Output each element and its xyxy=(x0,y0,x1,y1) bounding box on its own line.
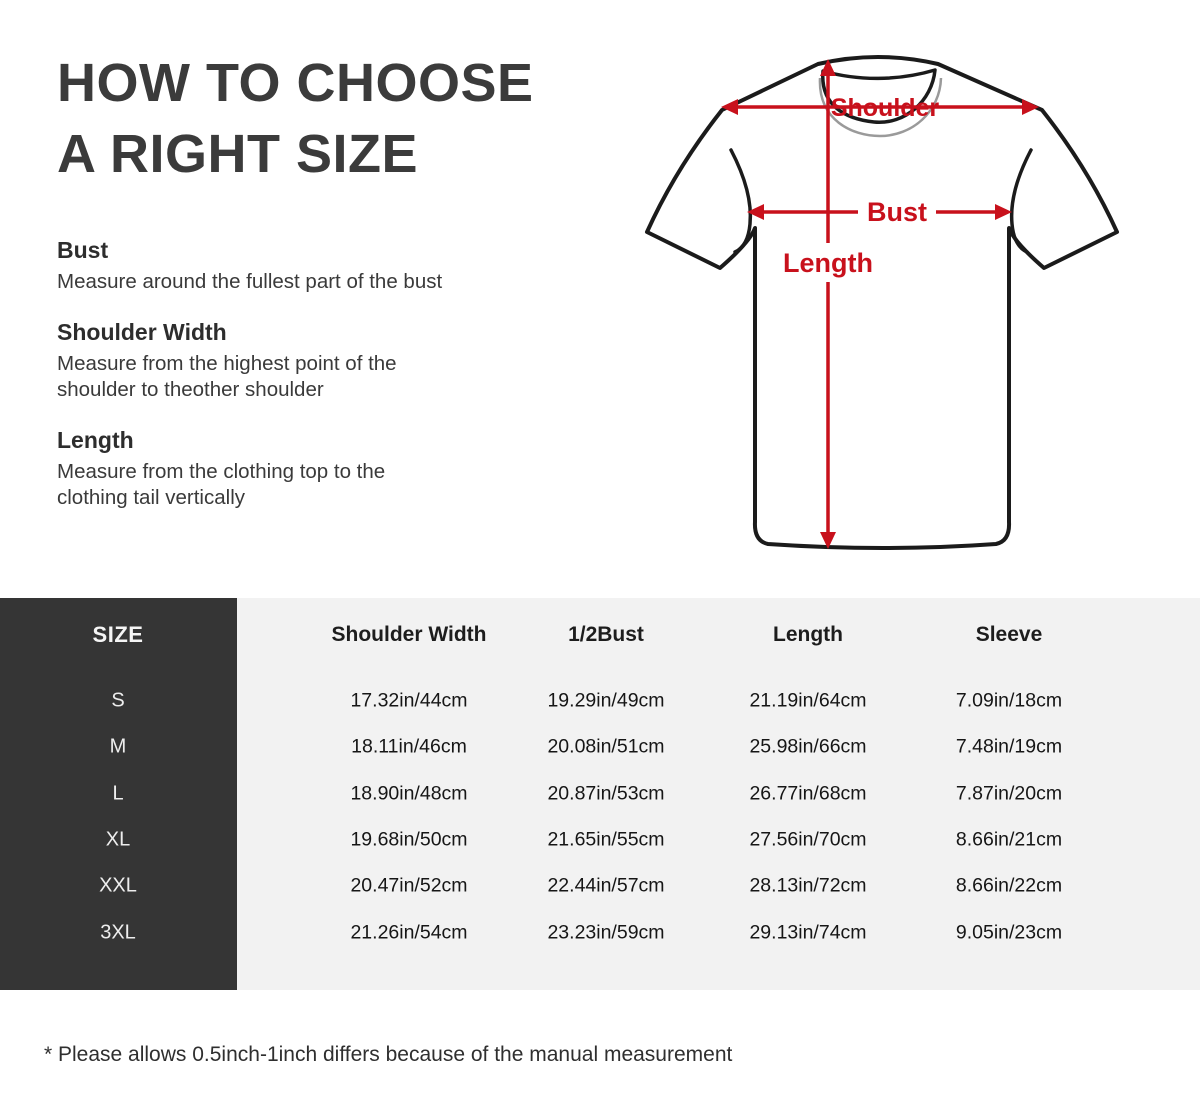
page-title-line1: HOW TO CHOOSE xyxy=(57,53,534,113)
table-cell: 25.98in/66cm xyxy=(749,735,867,758)
table-cell: 29.13in/74cm xyxy=(749,921,867,944)
size-row-label: L xyxy=(112,782,124,805)
table-cell: 9.05in/23cm xyxy=(955,921,1063,944)
size-table-header-sleeve: Sleeve xyxy=(975,623,1043,646)
shoulder-arrowhead-right xyxy=(1022,99,1039,115)
table-cell: 26.77in/68cm xyxy=(749,782,867,805)
size-table-header-shoulder-width: Shoulder Width xyxy=(331,623,487,646)
size-column-background xyxy=(0,598,237,990)
tshirt-diagram-svg: Shoulder Bust Length xyxy=(645,55,1119,550)
measurement-labels: Shoulder Bust Length xyxy=(783,94,939,278)
table-cell: 19.29in/49cm xyxy=(547,689,665,712)
instruction-bust: Bust Measure around the fullest part of … xyxy=(57,236,557,295)
table-cell: 18.90in/48cm xyxy=(350,782,468,805)
table-cell: 7.09in/18cm xyxy=(955,689,1063,712)
size-table-header-length: Length xyxy=(773,623,843,646)
length-label: Length xyxy=(783,248,873,278)
shoulder-arrowhead-left xyxy=(721,99,738,115)
instruction-shoulder-text: Measure from the highest point of the sho… xyxy=(57,352,397,401)
size-table-header-size: SIZE xyxy=(92,622,144,647)
table-cell: 17.32in/44cm xyxy=(350,689,468,712)
table-cell: 19.68in/50cm xyxy=(350,828,468,851)
instruction-length: Length Measure from the clothing top to … xyxy=(57,426,557,511)
size-row-label: XXL xyxy=(99,874,137,897)
measurement-arrowheads xyxy=(721,59,1039,549)
page-title: HOW TO CHOOSE A RIGHT SIZE xyxy=(57,48,534,190)
size-row-label: M xyxy=(109,735,127,758)
table-cell: 21.26in/54cm xyxy=(350,921,468,944)
bust-label: Bust xyxy=(867,197,927,227)
table-cell: 20.47in/52cm xyxy=(350,874,468,897)
tshirt-measurement-diagram: Shoulder Bust Length xyxy=(620,40,1180,560)
tshirt-outline xyxy=(645,55,1119,550)
bust-arrowhead-left xyxy=(747,204,764,220)
table-cell: 23.23in/59cm xyxy=(547,921,665,944)
instruction-shoulder-heading: Shoulder Width xyxy=(57,319,227,345)
table-cell: 20.08in/51cm xyxy=(547,735,665,758)
table-cell: 7.48in/19cm xyxy=(955,735,1063,758)
measurement-footnote: * Please allows 0.5inch-1inch differs be… xyxy=(44,1043,733,1066)
instruction-length-text: Measure from the clothing top to the clot… xyxy=(57,460,386,509)
table-cell: 20.87in/53cm xyxy=(547,782,665,805)
length-arrowhead-top xyxy=(820,59,836,76)
instruction-bust-text: Measure around the fullest part of the b… xyxy=(57,270,443,293)
table-cell: 8.66in/22cm xyxy=(955,874,1063,897)
length-arrowhead-bottom xyxy=(820,532,836,549)
table-cell: 27.56in/70cm xyxy=(749,828,867,851)
bust-arrowhead-right xyxy=(995,204,1012,220)
table-cell: 21.65in/55cm xyxy=(547,828,665,851)
table-cell: 21.19in/64cm xyxy=(749,689,867,712)
table-cell: 22.44in/57cm xyxy=(547,874,665,897)
measurement-instructions: Bust Measure around the fullest part of … xyxy=(57,236,557,534)
shoulder-label: Shoulder xyxy=(831,94,940,122)
size-row-label: S xyxy=(111,689,125,712)
table-cell: 7.87in/20cm xyxy=(955,782,1063,805)
size-row-label: 3XL xyxy=(100,921,136,944)
instruction-shoulder-width: Shoulder Width Measure from the highest … xyxy=(57,318,557,403)
table-cell: 28.13in/72cm xyxy=(749,874,867,897)
table-cell: 18.11in/46cm xyxy=(351,735,467,758)
size-table: SIZE Shoulder Width 1/2Bust Length Sleev… xyxy=(0,598,1200,990)
page-title-line2: A RIGHT SIZE xyxy=(57,124,419,184)
tshirt-armhole-seams xyxy=(729,148,1033,254)
table-cell: 8.66in/21cm xyxy=(955,828,1063,851)
instruction-length-heading: Length xyxy=(57,427,134,453)
size-table-header-half-bust: 1/2Bust xyxy=(568,623,644,646)
size-row-label: XL xyxy=(105,828,131,851)
instruction-bust-heading: Bust xyxy=(57,237,109,263)
